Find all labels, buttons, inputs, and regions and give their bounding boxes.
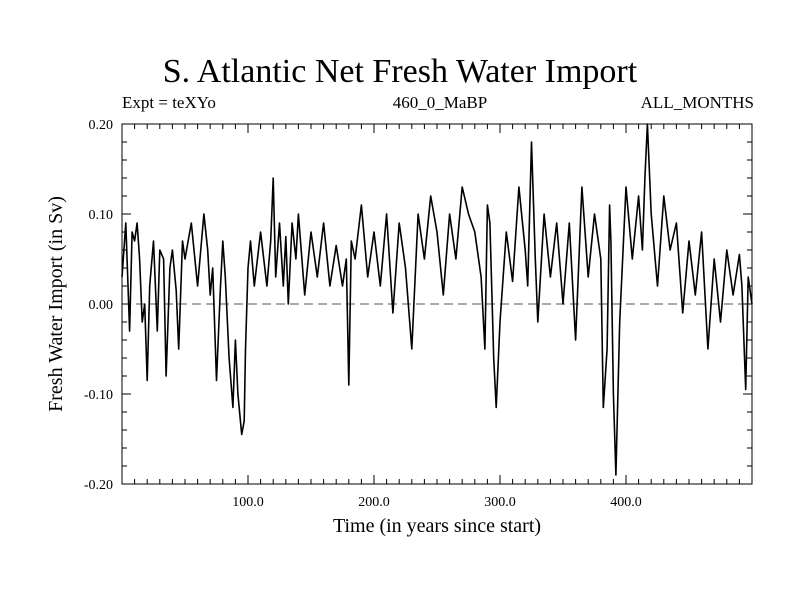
y-axis-title: Fresh Water Import (in Sv) [45,196,67,412]
x-axis-title: Time (in years since start) [333,515,541,537]
y-tick-label: 0.00 [89,298,114,313]
x-tick-label: 100.0 [232,495,264,510]
y-tick-label: -0.10 [84,388,113,403]
x-tick-label: 400.0 [610,495,642,510]
y-tick-label: 0.20 [89,118,114,133]
chart-title: S. Atlantic Net Fresh Water Import [162,53,638,90]
series-line-0 [121,123,753,476]
x-tick-label: 300.0 [484,495,516,510]
experiment-label: Expt = teXYo [122,93,216,112]
y-tick-label: -0.20 [84,478,113,493]
months-label: ALL_MONTHS [640,93,754,112]
y-tick-label: 0.10 [89,208,114,223]
period-label: 460_0_MaBP [392,93,488,112]
x-tick-label: 200.0 [358,495,390,510]
